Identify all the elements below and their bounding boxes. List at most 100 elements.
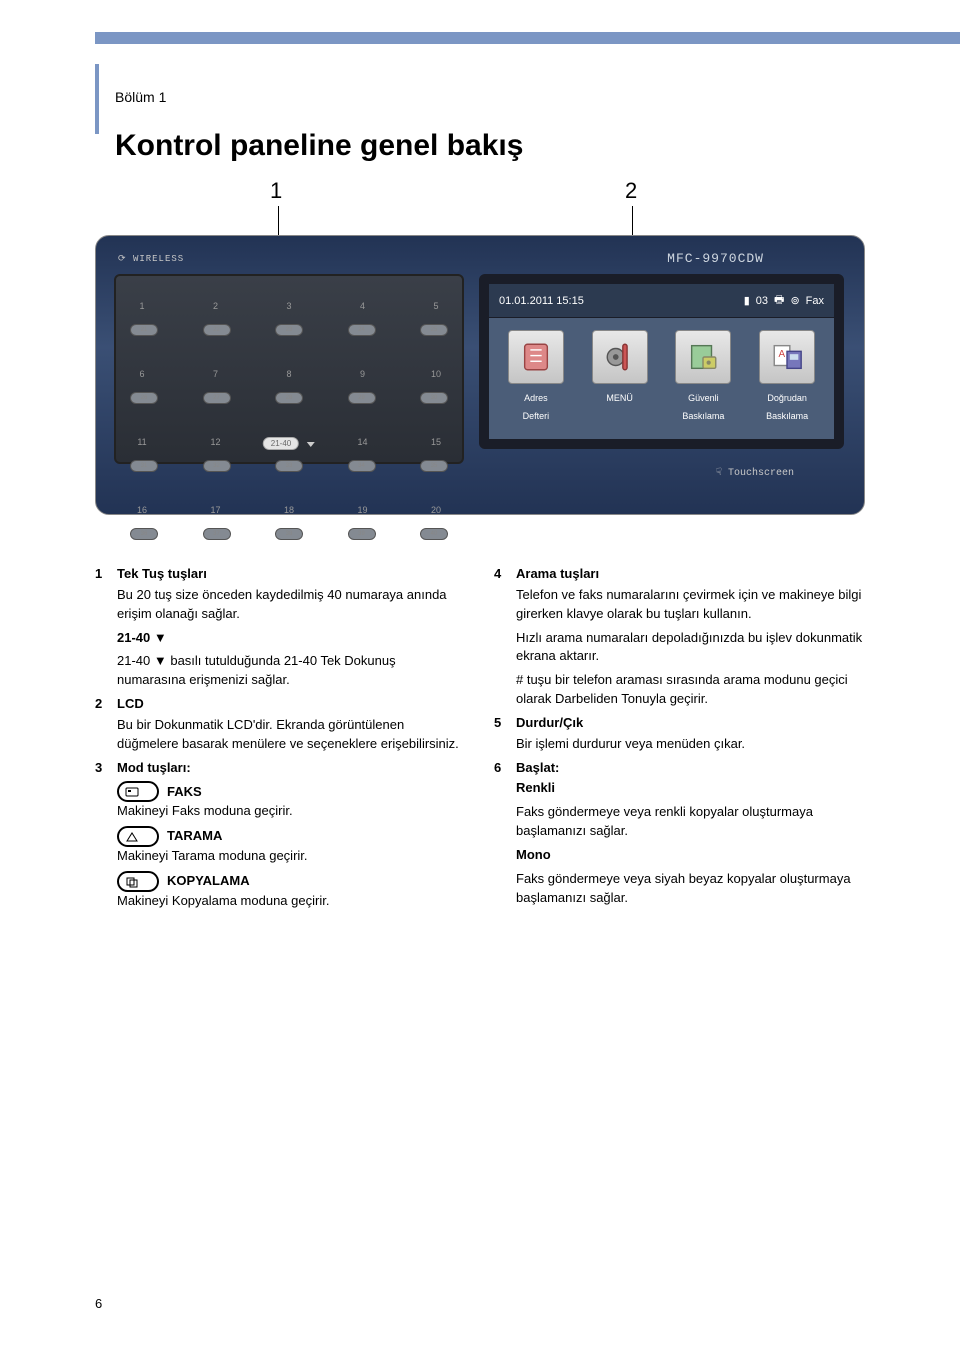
fax-button-icon bbox=[117, 781, 159, 802]
printer-icon: 🖶 bbox=[774, 291, 784, 310]
svg-text:A: A bbox=[779, 349, 786, 360]
one-touch-button[interactable]: 22 bbox=[203, 324, 231, 336]
one-touch-button[interactable]: 32 bbox=[203, 460, 231, 472]
item-number: 6 bbox=[494, 759, 510, 778]
sd-icon: ▮ bbox=[744, 294, 750, 307]
lcd-fax-label: Fax bbox=[806, 295, 824, 307]
keypad-btns-4: 36 37 38 39 40 bbox=[130, 512, 448, 556]
key-label: 2 bbox=[204, 301, 228, 311]
one-touch-button[interactable]: 35 bbox=[420, 460, 448, 472]
item-number: 1 bbox=[95, 565, 111, 584]
shift-21-40-pill[interactable]: 21-40 bbox=[263, 437, 299, 450]
item-number: 5 bbox=[494, 714, 510, 733]
lcd-item-address-book[interactable]: AdresDefteri bbox=[501, 330, 571, 424]
one-touch-button[interactable]: 25 bbox=[420, 324, 448, 336]
item-5: 5 Durdur/Çık bbox=[494, 714, 865, 733]
copy-button-icon bbox=[117, 871, 159, 892]
lcd-status-bar: 01.01.2011 15:15 ▮ 03 🖶 ⊚ Fax bbox=[489, 284, 834, 318]
key-label: 12 bbox=[204, 437, 228, 447]
item-text: Bir işlemi durdurur veya menüden çıkar. bbox=[516, 735, 865, 754]
key-label: 10 bbox=[424, 369, 448, 379]
wireless-text: WIRELESS bbox=[133, 254, 184, 264]
wireless-label: ⟳ WIRELESS bbox=[118, 254, 184, 264]
description-columns: 1 Tek Tuş tuşları Bu 20 tuş size önceden… bbox=[95, 565, 865, 916]
one-touch-button[interactable]: 24 bbox=[348, 324, 376, 336]
lcd-body: AdresDefteri MENÜ GüvenliBaskılama A Doğ… bbox=[489, 318, 834, 436]
item-subhead: Mono bbox=[516, 846, 865, 865]
key-label: 6 bbox=[130, 369, 154, 379]
lcd-screen: 01.01.2011 15:15 ▮ 03 🖶 ⊚ Fax AdresDefte… bbox=[479, 274, 844, 449]
mode-kopyalama: KOPYALAMA bbox=[117, 871, 466, 892]
key-label: 17 bbox=[204, 505, 228, 515]
item-label: LCD bbox=[117, 695, 144, 714]
one-touch-button[interactable]: 34 bbox=[348, 460, 376, 472]
item-label: Başlat: bbox=[516, 759, 559, 778]
item-label: Arama tuşları bbox=[516, 565, 599, 584]
item-1: 1 Tek Tuş tuşları bbox=[95, 565, 466, 584]
address-book-icon bbox=[508, 330, 564, 384]
touchscreen-label: ☟ Touchscreen bbox=[716, 467, 794, 479]
mode-desc: Makineyi Tarama moduna geçirir. bbox=[117, 847, 466, 866]
lcd-item-menu[interactable]: MENÜ bbox=[585, 330, 655, 424]
item-number: 2 bbox=[95, 695, 111, 714]
left-column: 1 Tek Tuş tuşları Bu 20 tuş size önceden… bbox=[95, 565, 466, 916]
key-label: 20 bbox=[424, 505, 448, 515]
mode-faks: FAKS bbox=[117, 781, 466, 802]
item-6: 6 Başlat: bbox=[494, 759, 865, 778]
header-bar bbox=[95, 32, 960, 44]
mode-label: FAKS bbox=[167, 783, 202, 802]
item-subhead: 21-40 ▼ bbox=[117, 629, 466, 648]
one-touch-button[interactable]: 26 bbox=[130, 392, 158, 404]
mode-label: TARAMA bbox=[167, 827, 222, 846]
lcd-item-direct-print[interactable]: A DoğrudanBaskılama bbox=[752, 330, 822, 424]
header-vert bbox=[95, 64, 99, 134]
mode-desc: Makineyi Kopyalama moduna geçirir. bbox=[117, 892, 466, 911]
one-touch-button[interactable]: 33 bbox=[275, 460, 303, 472]
keypad-btns-1: 21 22 23 24 25 bbox=[130, 308, 448, 352]
one-touch-button[interactable]: 36 bbox=[130, 528, 158, 540]
item-text: 21-40 ▼ basılı tutulduğunda 21-40 Tek Do… bbox=[117, 652, 466, 690]
one-touch-button[interactable]: 38 bbox=[275, 528, 303, 540]
one-touch-button[interactable]: 30 bbox=[420, 392, 448, 404]
lcd-item-secure-print[interactable]: GüvenliBaskılama bbox=[668, 330, 738, 424]
key-label: 16 bbox=[130, 505, 154, 515]
lcd-item-label: MENÜ bbox=[606, 393, 633, 403]
one-touch-button[interactable]: 40 bbox=[420, 528, 448, 540]
one-touch-button[interactable]: 28 bbox=[275, 392, 303, 404]
mode-label: KOPYALAMA bbox=[167, 872, 250, 891]
keypad-btns-2: 26 27 28 29 30 bbox=[130, 376, 448, 420]
lcd-badge: 03 bbox=[756, 295, 768, 307]
item-3: 3 Mod tuşları: bbox=[95, 759, 466, 778]
one-touch-button[interactable]: 37 bbox=[203, 528, 231, 540]
callout-1: 1 bbox=[270, 178, 282, 204]
one-touch-button[interactable]: 21 bbox=[130, 324, 158, 336]
key-label: 19 bbox=[351, 505, 375, 515]
item-2: 2 LCD bbox=[95, 695, 466, 714]
lcd-datetime: 01.01.2011 15:15 bbox=[499, 295, 738, 307]
one-touch-button[interactable]: 23 bbox=[275, 324, 303, 336]
item-label: Mod tuşları: bbox=[117, 759, 191, 778]
wifi-icon: ⊚ bbox=[790, 294, 799, 307]
page-title: Kontrol paneline genel bakış bbox=[115, 129, 960, 163]
lcd-item-label: AdresDefteri bbox=[523, 393, 550, 421]
item-number: 3 bbox=[95, 759, 111, 778]
key-label: 9 bbox=[351, 369, 375, 379]
key-label: 18 bbox=[277, 505, 301, 515]
one-touch-button[interactable]: 27 bbox=[203, 392, 231, 404]
model-label: MFC-9970CDW bbox=[667, 251, 764, 266]
key-label: 15 bbox=[424, 437, 448, 447]
device-panel: ⟳ WIRELESS 1 2 3 4 5 21 22 23 24 25 6 7 … bbox=[95, 235, 865, 515]
one-touch-button[interactable]: 31 bbox=[130, 460, 158, 472]
item-label: Durdur/Çık bbox=[516, 714, 583, 733]
one-touch-button[interactable]: 29 bbox=[348, 392, 376, 404]
shift-button[interactable] bbox=[307, 434, 315, 452]
key-label: 4 bbox=[351, 301, 375, 311]
page-number: 6 bbox=[95, 1296, 102, 1311]
key-label: 8 bbox=[277, 369, 301, 379]
one-touch-button[interactable]: 39 bbox=[348, 528, 376, 540]
secure-print-icon bbox=[675, 330, 731, 384]
chapter-label: Bölüm 1 bbox=[115, 89, 960, 105]
touchscreen-text: Touchscreen bbox=[728, 468, 794, 479]
direct-print-icon: A bbox=[759, 330, 815, 384]
mode-desc: Makineyi Faks moduna geçirir. bbox=[117, 802, 466, 821]
